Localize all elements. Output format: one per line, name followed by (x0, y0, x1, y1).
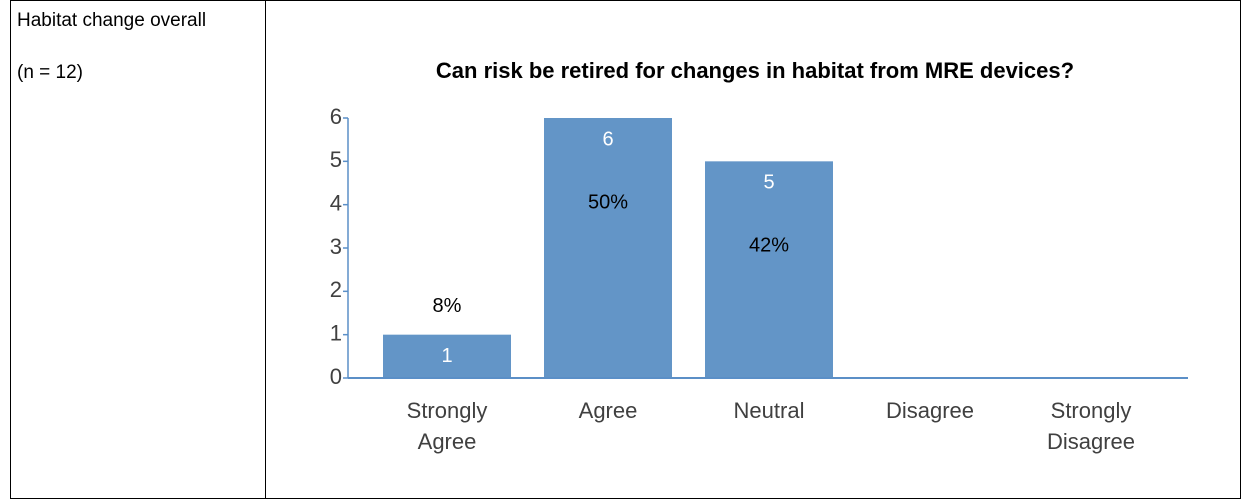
x-tick-label: Strongly Agree (407, 398, 488, 454)
value-label: 5 (763, 172, 774, 194)
y-tick-label: 3 (330, 234, 342, 259)
y-tick-label: 5 (330, 147, 342, 172)
share-label: 42% (749, 235, 789, 257)
x-tick-label: Disagree (886, 398, 974, 423)
y-tick-label: 4 (330, 190, 342, 215)
y-tick-label: 2 (330, 277, 342, 302)
value-label: 1 (441, 345, 452, 367)
value-label: 6 (602, 128, 613, 150)
cell-divider (265, 0, 266, 499)
x-tick-label: Agree (579, 398, 638, 423)
table-border (10, 0, 1241, 499)
bar (705, 161, 833, 378)
y-tick-label: 6 (330, 104, 342, 129)
cell-note: (n = 12) (17, 62, 84, 83)
y-tick-label: 0 (330, 364, 342, 389)
x-tick-label: Strongly Disagree (1047, 398, 1135, 454)
chart-title: Can risk be retired for changes in habit… (436, 58, 1074, 83)
y-tick-label: 1 (330, 320, 342, 345)
x-tick-label: Neutral (734, 398, 805, 423)
share-label: 8% (433, 295, 462, 317)
share-label: 50% (588, 191, 628, 213)
bar (383, 334, 511, 378)
cell-heading: Habitat change overall (17, 10, 207, 31)
row-label-cell: Habitat change overall (n = 12) (17, 8, 207, 112)
bar (544, 118, 672, 378)
